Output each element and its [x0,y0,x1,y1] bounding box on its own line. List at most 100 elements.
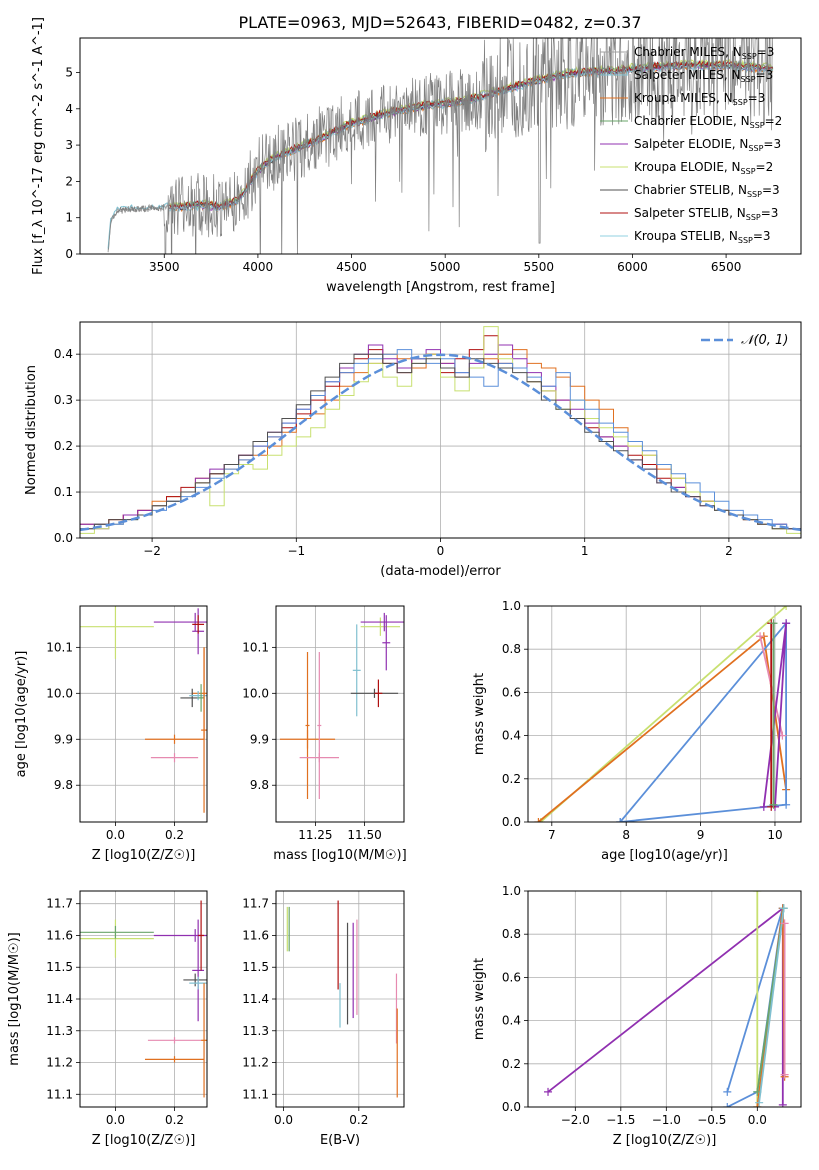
panel-mass-age: 11.25 11.50 9.8 9.9 10.0 10.1 mass [log10(M/M☉… [242,605,407,863]
x-tick-label: 0.0 [748,1113,767,1127]
y-tick-label: 0.6 [502,685,521,699]
legend-entry: Chabrier STELIB, NSSP=3 [600,183,780,199]
x-tick-label: 6500 [711,260,742,274]
error-bar-point [80,606,154,659]
y-tick-label: 9.9 [250,732,269,746]
error-bar-point [192,615,205,634]
weight-marker [780,1070,789,1079]
legend-entry: Kroupa ELODIE, NSSP=2 [600,160,773,176]
axes-frame [79,37,802,255]
weight-marker [753,891,762,895]
y-tick-label: 11.5 [46,960,73,974]
weight-marker [723,1087,732,1096]
panel-residuals: −2 −1 0 1 2 0.0 0.1 0.2 0.3 0.4 (data-model)/error… [24,321,802,579]
y-tick-label: 9.8 [250,778,269,792]
plot-area [80,900,207,1098]
y-tick-label: 0.0 [502,1100,521,1114]
x-tick-label: −2.0 [561,1113,590,1127]
plot-area [286,900,398,1098]
legend-label: Salpeter MILES, NSSP=3 [634,68,773,84]
legend-label: Chabrier STELIB, NSSP=3 [634,183,780,199]
x-tick-label: 0.0 [274,1113,293,1127]
x-tick-label: −2 [143,544,161,558]
y-tick-label: 10.0 [242,686,269,700]
axes-frame [79,605,208,823]
x-tick-label: 0.0 [106,828,125,842]
y-axis-label: Flux [f_λ 10^-17 erg cm^-2 s^-1 A^-1] [31,17,46,275]
y-tick-label: 0.0 [54,531,73,545]
y-tick-label: 11.6 [242,928,269,942]
plot-area [279,612,404,800]
y-tick-label: 1.0 [502,599,521,613]
error-bar-point [198,900,205,971]
plot-area [80,606,207,813]
y-tick-label: 11.3 [242,1024,269,1038]
weight-marker [759,802,768,811]
x-tick-label: 11.25 [298,828,332,842]
weight-marker [755,1098,764,1107]
weight-marker [780,919,789,928]
x-tick-label: 4500 [336,260,367,274]
weight-series [769,619,778,809]
error-bar-point [305,651,310,800]
error-bar-point [144,734,205,744]
x-tick-label: 0.0 [106,1113,125,1127]
y-tick-label: 0.8 [502,642,521,656]
y-tick-label: 11.2 [242,1056,269,1070]
y-tick-label: 0.1 [54,485,73,499]
axes-frame [275,890,405,1108]
error-bar-point [374,679,383,708]
plot-area [80,326,801,538]
data-spectrum-line [107,38,774,254]
error-bar-point [317,651,322,800]
weight-line [619,620,787,822]
axes-frame [79,321,802,539]
panel-age-weight: 7 8 9 10 0.0 0.2 0.4 0.6 0.8 1.0 age [log10(age/yr… [472,599,802,863]
x-axis-label: Z [log10(Z/Z☉)] [613,1133,717,1148]
y-axis-label: Normed distribution [24,365,39,495]
legend-label: Kroupa ELODIE, NSSP=2 [634,160,773,176]
error-bar-point [183,973,207,987]
legend-entry: Salpeter ELODIE, NSSP=3 [600,137,781,153]
weight-marker [782,606,791,610]
panel-EBV-mass: 0.0 0.2 11.1 11.2 11.3 11.4 11.5 11.6 11.7 E(B-V) [242,890,405,1148]
x-tick-label: −0.5 [697,1113,726,1127]
axes-frame [527,605,802,823]
x-tick-label: 0.2 [165,828,184,842]
y-tick-label: 11.6 [46,928,73,942]
error-bar-point [147,1037,202,1044]
x-tick-label: 5500 [524,260,555,274]
y-tick-label: 1 [65,211,73,225]
error-bar-point [382,615,391,671]
weight-series [755,904,788,1107]
x-tick-label: 10 [767,828,782,842]
x-tick-label: 4000 [243,260,274,274]
x-tick-label: 9 [697,828,705,842]
panel-Z-mass: 0.0 0.2 11.1 11.2 11.3 11.4 11.5 11.6 11.7 Z [log… [7,890,208,1148]
y-tick-label: 10.1 [242,640,269,654]
y-tick-label: 11.7 [46,897,73,911]
panel-Z-weight: −2.0 −1.5 −1.0 −0.5 0.0 0.0 0.2 0.4 0.6 0.8 1.0 Z [… [472,884,802,1148]
legend-label: Chabrier ELODIE, NSSP=2 [634,114,782,130]
error-bar-point [153,929,207,942]
y-tick-label: 0.4 [502,729,521,743]
legend-entry: Salpeter STELIB, NSSP=3 [600,206,778,222]
error-bar-point [80,925,154,939]
y-axis-label: mass weight [472,958,487,1040]
weight-marker [616,818,625,822]
x-axis-label: mass [log10(M/M☉)] [273,848,406,863]
weight-marker [753,1103,762,1107]
y-tick-label: 0 [65,247,73,261]
y-axis-label: mass [log10(M/M☉)] [7,932,22,1065]
y-tick-label: 10.1 [46,640,73,654]
error-bar-point [201,647,207,813]
y-tick-label: 11.5 [242,960,269,974]
weight-marker [782,619,791,628]
x-axis-label: wavelength [Angstrom, rest frame] [326,280,555,295]
panel-Z-age: 0.0 0.2 9.8 9.9 10.0 10.1 Z [log10(Z/Z☉)] age [… [14,605,208,863]
legend-entry: Kroupa MILES, NSSP=3 [600,91,765,107]
error-bar-point [144,1056,205,1063]
weight-series [780,919,789,1079]
